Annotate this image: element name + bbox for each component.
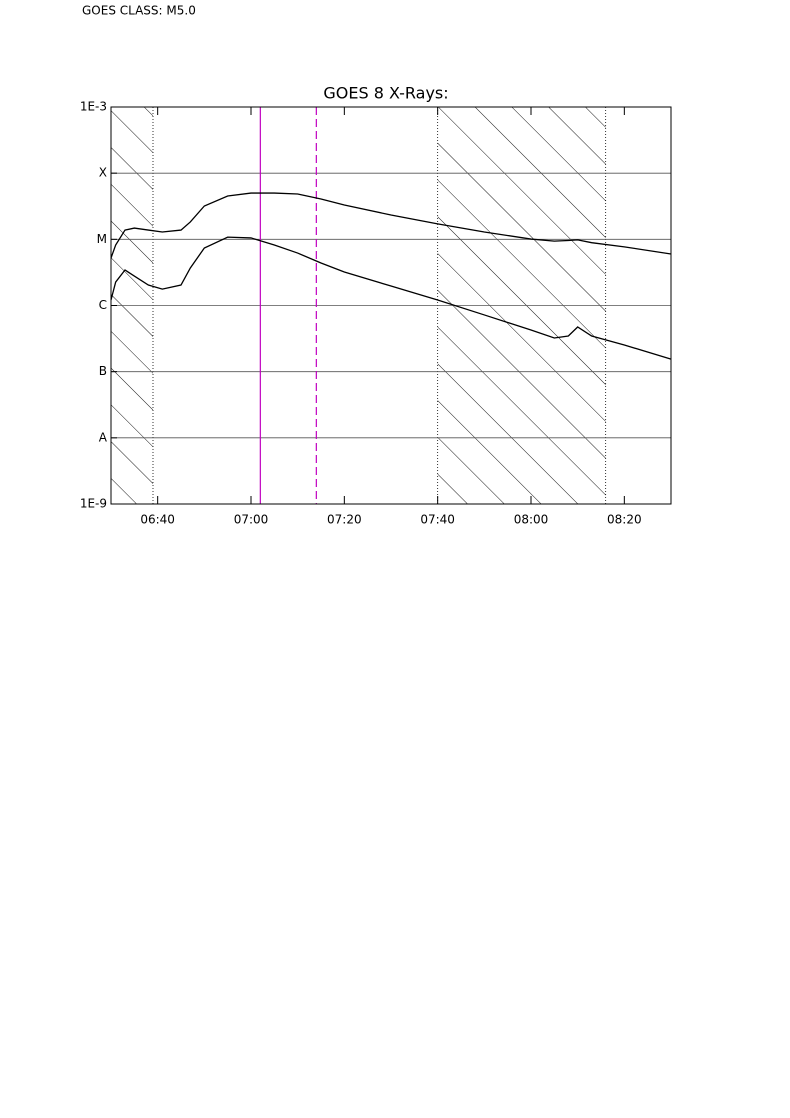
x-tick-label: 07:20	[327, 513, 362, 527]
y-tick-label: B	[99, 364, 107, 378]
plot-frame	[110, 106, 672, 505]
x-tick-label: 06:40	[140, 513, 175, 527]
y-tick-label: X	[99, 166, 107, 180]
y-tick-label: 1E-9	[80, 497, 107, 511]
x-tick-label: 07:00	[234, 513, 269, 527]
goes-class: GOES CLASS: M5.0	[82, 4, 196, 18]
flux-line	[110, 192, 672, 259]
y-tick-label: A	[99, 430, 108, 444]
x-tick-label: 07:40	[420, 513, 455, 527]
y-tick-label: 1E-3	[80, 100, 107, 114]
flux-line	[110, 236, 672, 360]
y-tick-label: M	[97, 232, 107, 246]
x-tick-label: 08:00	[514, 513, 549, 527]
chart-title: GOES 8 X-Rays:	[323, 84, 448, 103]
y-tick-label: C	[99, 298, 107, 312]
x-tick-label: 08:20	[607, 513, 642, 527]
